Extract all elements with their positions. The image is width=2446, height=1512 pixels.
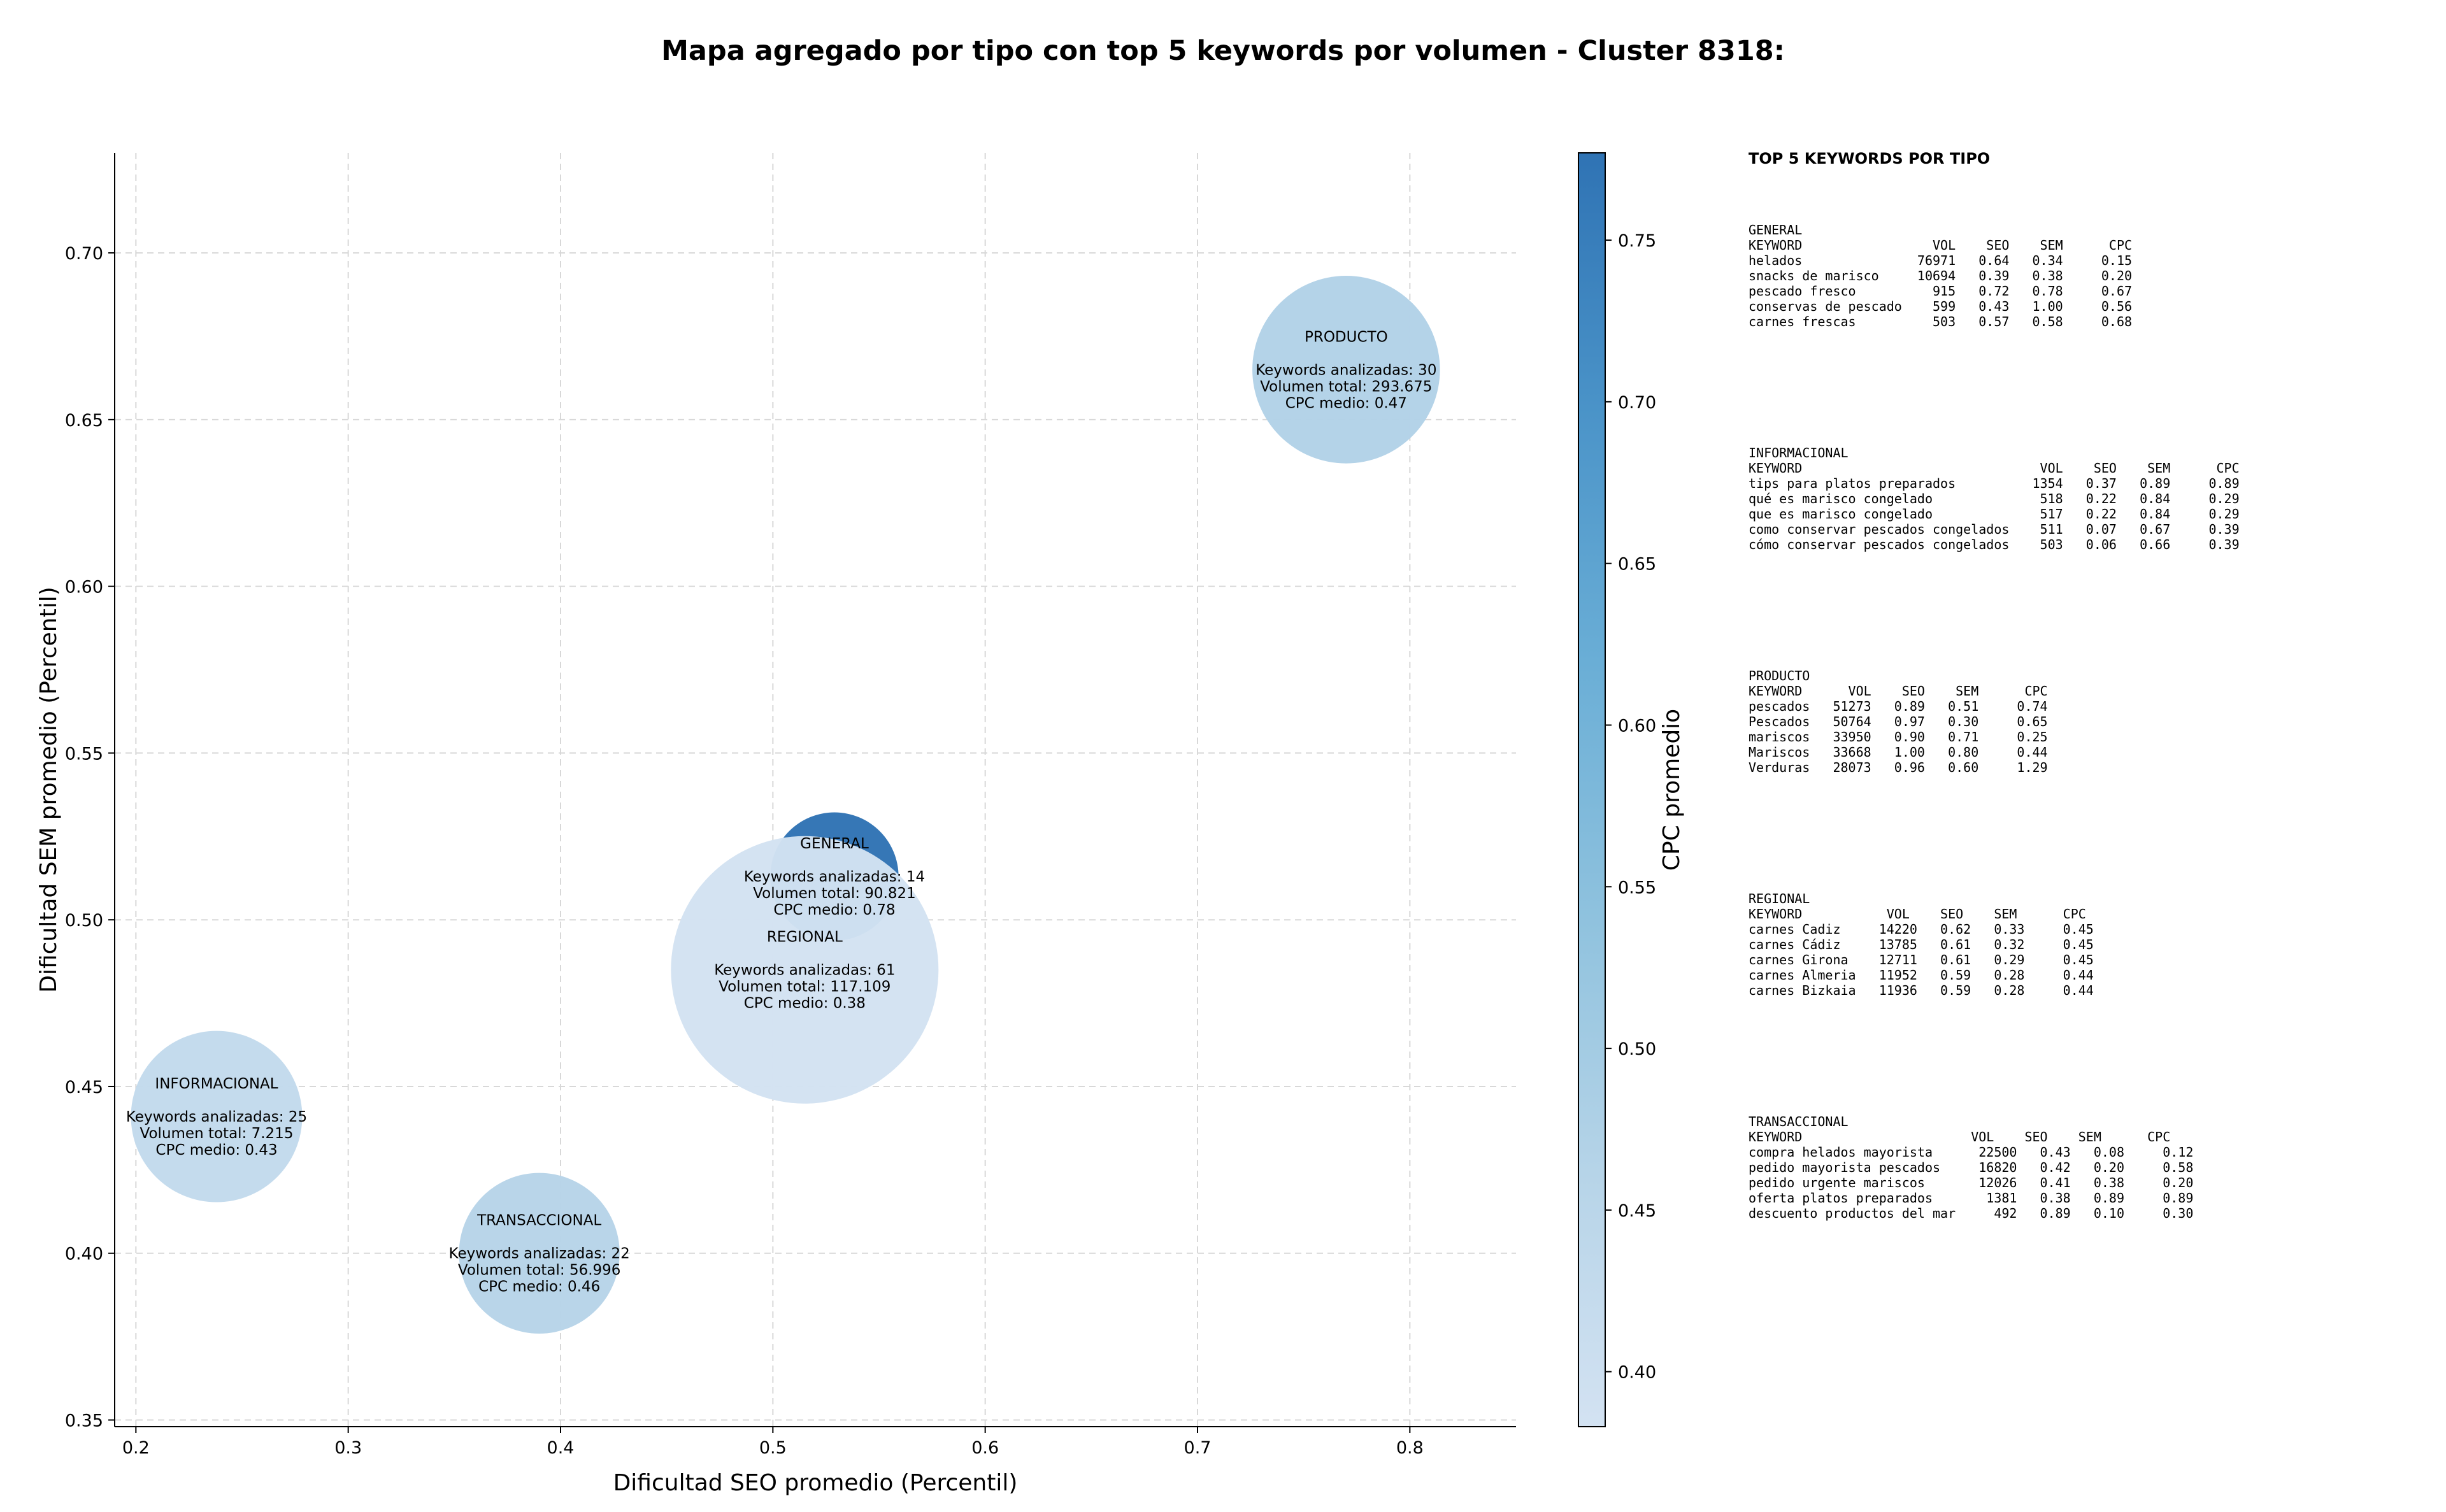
x-tick-label: 0.3 [334, 1438, 362, 1458]
y-axis-label: Dificultad SEM promedio (Percentil) [36, 587, 62, 993]
top-keywords-title: TOP 5 KEYWORDS POR TIPO [1749, 150, 1991, 168]
bubble-label-line: Volumen total: 117.109 [719, 979, 890, 995]
colorbar-tick-label: 0.75 [1618, 231, 1656, 251]
bubble-label-line: CPC medio: 0.47 [1285, 395, 1407, 411]
bubble-producto [1252, 276, 1440, 464]
x-tick-label: 0.7 [1184, 1438, 1212, 1458]
y-tick-label: 0.40 [65, 1245, 103, 1264]
bubble-label-title: PRODUCTO [1305, 329, 1388, 345]
colorbar: 0.40 0.45 0.50 0.55 0.60 0.65 0.70 0.75 CPC prom… [1578, 152, 1685, 1427]
colorbar-tick-label: 0.50 [1618, 1039, 1656, 1059]
bubble-label-line: Keywords analizadas: 25 [126, 1109, 307, 1125]
x-tick-label: 0.8 [1396, 1438, 1424, 1458]
keyword-table-text: PRODUCTO KEYWORD VOL SEO SEM CPC pescado… [1749, 668, 2048, 775]
keyword-table-producto: PRODUCTO KEYWORD VOL SEO SEM CPC pescado… [1749, 668, 2436, 891]
colorbar-tick-label: 0.55 [1618, 878, 1656, 897]
x-tick-label: 0.6 [971, 1438, 999, 1458]
bubble-label-line: CPC medio: 0.46 [478, 1279, 600, 1295]
bubble-label-line: CPC medio: 0.43 [155, 1142, 277, 1159]
bubble-label-line: CPC medio: 0.38 [744, 995, 866, 1012]
bubble-label-line: Volumen total: 90.821 [753, 885, 916, 902]
keyword-table-informacional: INFORMACIONAL KEYWORD VOL SEO SEM CPC ti… [1749, 445, 2436, 668]
bubble-label-line: Volumen total: 56.996 [458, 1262, 621, 1279]
bubble-regional [671, 836, 939, 1104]
y-tick-label: 0.60 [65, 578, 103, 597]
x-tick-label: 0.4 [547, 1438, 575, 1458]
keyword-table-text: INFORMACIONAL KEYWORD VOL SEO SEM CPC ti… [1749, 445, 2240, 552]
bubble-label-line: CPC medio: 0.78 [773, 902, 895, 918]
bubbles [131, 276, 1440, 1334]
x-axis-label: Dificultad SEO promedio (Percentil) [613, 1470, 1018, 1496]
bubble-informacional [131, 1031, 303, 1202]
bubble-label-line: Keywords analizadas: 61 [714, 962, 895, 979]
y-tick-label: 0.65 [65, 411, 103, 431]
bubble-label-line: Volumen total: 293.675 [1260, 378, 1432, 395]
colorbar-tick-label: 0.40 [1618, 1363, 1656, 1383]
keyword-table-text: REGIONAL KEYWORD VOL SEO SEM CPC carnes … [1749, 891, 2094, 998]
bubble-label-title: GENERAL [800, 836, 869, 852]
bubble-label-title: TRANSACCIONAL [476, 1213, 601, 1229]
colorbar-tick-label: 0.60 [1618, 716, 1656, 736]
y-tick-label: 0.45 [65, 1078, 103, 1097]
keyword-table-text: GENERAL KEYWORD VOL SEO SEM CPC helados … [1749, 222, 2133, 329]
keyword-table-text: TRANSACCIONAL KEYWORD VOL SEO SEM CPC co… [1749, 1114, 2194, 1221]
top-keywords-panel: TOP 5 KEYWORDS POR TIPO GENERAL KEYWORD … [1749, 150, 2436, 1337]
colorbar-tick-label: 0.70 [1618, 393, 1656, 413]
colorbar-scale [1578, 152, 1606, 1427]
y-tick-label: 0.35 [65, 1411, 103, 1431]
bubble-label-title: INFORMACIONAL [155, 1076, 278, 1092]
keyword-table-transaccional: TRANSACCIONAL KEYWORD VOL SEO SEM CPC co… [1749, 1114, 2436, 1337]
chart-title: Mapa agregado por tipo con top 5 keyword… [661, 35, 1785, 67]
x-tick-label: 0.5 [759, 1438, 787, 1458]
keyword-table-regional: REGIONAL KEYWORD VOL SEO SEM CPC carnes … [1749, 891, 2436, 1114]
bubble-label-line: Volumen total: 7.215 [140, 1125, 294, 1142]
y-tick-label: 0.70 [65, 244, 103, 264]
bubble-label-line: Keywords analizadas: 22 [449, 1246, 630, 1262]
colorbar-label: CPC promedio [1659, 709, 1685, 871]
colorbar-tick-label: 0.65 [1618, 555, 1656, 574]
y-tick-label: 0.50 [65, 911, 103, 931]
colorbar-tick-label: 0.45 [1618, 1201, 1656, 1221]
keyword-table-general: GENERAL KEYWORD VOL SEO SEM CPC helados … [1749, 222, 2436, 445]
bubble-label-line: Keywords analizadas: 30 [1255, 362, 1436, 378]
bubble-transaccional [459, 1173, 620, 1334]
x-tick-label: 0.2 [122, 1438, 150, 1458]
bubble-label-title: REGIONAL [767, 929, 843, 946]
axes: 0.2 0.3 0.4 0.5 0.6 0.7 0.8 0.35 0.40 0.45 0.50 0.5… [36, 153, 1516, 1496]
y-tick-label: 0.55 [65, 744, 103, 764]
bubble-label-line: Keywords analizadas: 14 [744, 869, 925, 885]
